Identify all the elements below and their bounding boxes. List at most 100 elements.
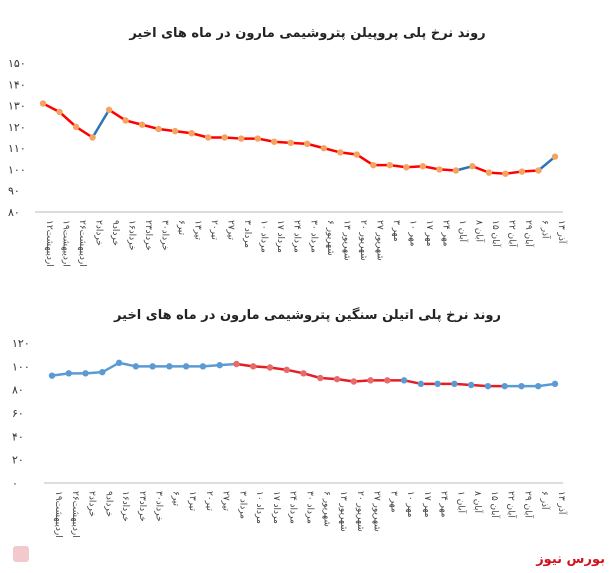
chart-2-y-tick-label: ۶۰ [12,407,24,420]
chart-1-data-point [89,134,96,141]
chart-2-x-tick-label: ۱ آبان [455,491,467,514]
chart-1-series-segment [58,110,78,129]
chart-2-x-tick-label: ۲۶اردیبهشت [70,491,80,538]
chart-2-data-point [233,360,240,368]
chart-2-data-point [82,370,89,377]
chart-2-data-point [417,380,425,388]
chart-2-x-tick-label: ۲۴ مهر [439,491,449,518]
chart-2-data-point [484,382,492,390]
chart-1-data-point [320,144,327,152]
chart-1-x-tick-label: ۶ شهریور [325,220,335,256]
chart-1-x-tick-label: ۱۷ مرداد [275,220,285,253]
chart-1-x-tick-label: ۱۰ مهر [407,220,417,247]
chart-1-x-tick-label: ۲خرداد [94,220,104,246]
chart-2-x-tick-label: ۱۶خرداد [120,491,130,522]
chart-1-x-tick-label: ۹خرداد [110,220,120,246]
chart-1-x-tick-label: ۱ آبان [457,220,469,243]
chart-1-x-tick-label: ۲۰تیر [209,220,219,240]
chart-1-data-point [155,125,162,133]
chart-2-x-tick-label: ۲۲ آبان [506,491,518,518]
chart-1-series-segment [537,155,557,172]
chart-1-data-point [304,140,311,148]
chart-2-x-tick-label: ۳۰خرداد [154,491,164,522]
chart-1-series-segment [107,108,127,122]
chart-1-data-point [271,138,278,145]
chart-1-x-tick-label: ۱۷ مهر [424,220,434,247]
chart-1-data-point [254,135,261,142]
chart-1-y-tick-label: ۸۰ [8,206,20,219]
chart-1-data-point [138,121,146,128]
chart-2-data-point [266,364,274,371]
chart-2-data-point [400,377,408,384]
chart-1-series-segment [355,153,375,167]
chart-2-data-point [451,380,458,388]
chart-2-x-tick-label: ۳ مرداد [237,491,247,519]
chart-2-data-point [350,378,357,385]
chart-2-y-tick-label: ۴۰ [12,430,24,443]
chart-1-series-segment [74,125,94,139]
chart-2-data-point [434,380,441,388]
chart-1-x-tick-label: ۸ آبان [473,220,485,243]
chart-1-data-point [105,106,113,114]
chart-2-data-point [367,377,374,384]
chart-1-title: روند نرخ پلی پروپیلن پتروشیمی مارون در م… [129,26,486,41]
chart-2-data-point [115,359,123,367]
chart-2-x-tick-label: ۱۷ مرداد [271,491,281,524]
chart-2-data-point [199,363,207,370]
chart-1-x-tick-label: ۲۲ آبان [506,220,518,247]
chart-2-x-tick-label: ۲خرداد [87,491,97,517]
chart-2-title: روند نرخ پلی اتیلن سنگین پتروشیمی مارون … [114,308,501,323]
chart-1-x-tick-label: ۲۹ آبان [523,220,535,247]
chart-1-y-tick-label: ۱۳۰ [8,100,26,113]
chart-1-data-point [171,127,179,135]
chart-1-x-tick-label: ۲۳خرداد [143,220,153,251]
chart-2-y-tick-label: ۱۰۰ [12,360,30,373]
chart-1-data-point [518,168,526,175]
chart-2-x-tick-label: ۶ آذر [539,491,551,510]
chart-2-data-point [166,363,173,370]
chart-1-y-tick-label: ۱۰۰ [8,163,26,176]
chart-1-data-point [403,164,410,171]
chart-1-y-tick-label: ۱۱۰ [8,142,26,155]
chart-1-x-tick-label: ۲۶اردیبهشت [77,220,87,267]
chart-2-data-point [65,370,72,377]
chart-2-data-point [317,374,324,382]
chart-1-x-tick-label: ۱۰ مرداد [259,220,269,253]
chart-1-y-tick-label: ۱۵۰ [8,57,26,70]
chart-1-data-point [237,135,245,142]
chart-1-data-point [386,161,394,169]
chart-2-x-tick-label: ۹خرداد [103,491,113,517]
chart-1-series-segment [91,108,111,139]
watermark-logo [10,543,32,565]
chart-2-data-point [333,375,341,383]
chart-2-data-point [283,366,290,374]
chart-2-y-tick-label: ۱۲۰ [12,337,30,350]
chart-2-data-point [300,370,307,377]
chart-2-data-point [99,368,106,376]
chart-2-data-point [384,377,391,384]
chart-2-data-point [501,382,508,390]
chart-1-data-point [469,163,476,170]
chart-1-x-tick-label: ۲۴ مرداد [292,220,302,253]
chart-2-data-point [48,372,56,379]
chart-1-data-point [56,108,63,116]
chart-2-x-tick-label: ۱۳ شهریور [338,491,348,532]
chart-1-data-point [535,167,542,174]
chart-2-y-tick-label: ۸۰ [12,384,24,397]
chart-1-x-tick-label: ۱۳تیر [193,220,203,240]
chart-2-x-tick-label: ۲۳خرداد [137,491,147,522]
chart-1-data-point [353,151,361,158]
chart-1-x-tick-label: ۱۶خرداد [127,220,137,251]
chart-2-plot: ۰ ۲۰ ۴۰ ۶۰ ۸۰ ۱۰۰ ۱۲۰ ۱۹اردیبهشت ۲۶اردیبهشت ۲خردا… [12,337,568,538]
chart-2-data-point [250,363,257,370]
polypropylene-chart: روند نرخ پلی پروپیلن پتروشیمی مارون در م… [0,0,615,280]
chart-1-x-tick-label: ۲۷تیر [226,220,236,240]
chart-2-x-tick-label: ۲۷تیر [221,491,231,511]
chart-2-y-tick-label: ۰ [12,477,18,490]
chart-1-data-point [485,169,493,176]
chart-2-x-tick-label: ۲۷ شهریور [372,491,382,532]
chart-1-data-point [419,163,427,170]
chart-1-x-tick-label: ۳ مهر [391,220,401,242]
chart-2-x-tick-label: ۱۹اردیبهشت [53,491,63,538]
chart-1-x-tick-label: ۱۳ شهریور [341,220,351,261]
